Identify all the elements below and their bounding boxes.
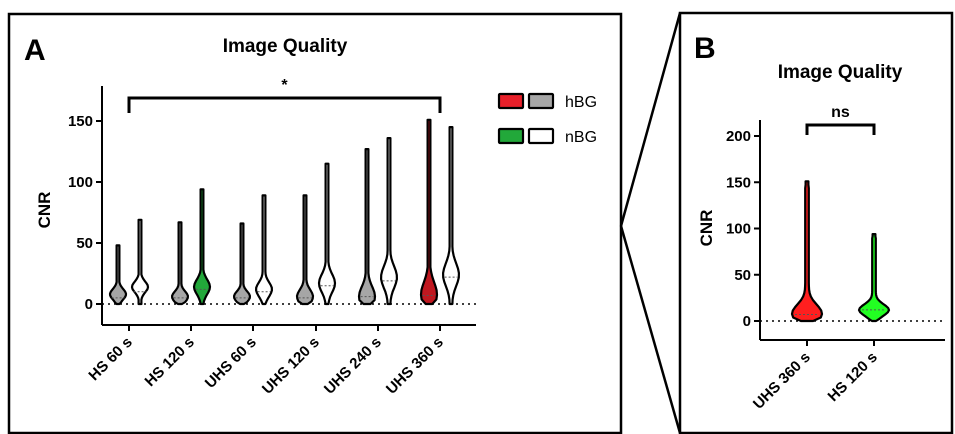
panel-b-plot: 0 50 100 150 200 UHS 360 s HS 120 s ns — [726, 104, 945, 413]
x-tick-label-hs-120-s: HS 120 s — [825, 349, 881, 405]
violin-nbg-hs-120-s — [192, 188, 212, 306]
significance-bracket — [127, 96, 442, 113]
legend-swatch-hbg-2 — [527, 92, 555, 110]
x-tick-label-uhs-120-s: UHS 120 s — [259, 334, 323, 398]
x-tick-label-uhs-240-s: UHS 240 s — [321, 334, 385, 398]
zoom-connector-top — [619, 12, 682, 227]
x-tick-label-hs-120-s: HS 120 s — [142, 334, 198, 390]
panel-b-frame — [678, 11, 954, 434]
panel-a-y-axis-label: CNR — [35, 192, 54, 229]
violin-hbg-hs-120-s — [171, 221, 189, 306]
y-tick-label: 0 — [85, 296, 93, 313]
violin-nbg-uhs-240-s — [380, 137, 398, 306]
y-tick-label: 150 — [726, 174, 751, 191]
legend-label-nbg: nBG — [565, 129, 597, 146]
panel-a-plot: 0 50 100 150 HS 60 s HS 120 s UHS 60 s UHS 120 … — [68, 77, 476, 398]
y-tick-label: 100 — [726, 221, 751, 238]
significance-label: ns — [831, 104, 850, 121]
panel-a-title: Image Quality — [223, 36, 348, 57]
violin-hbg-uhs-60-s — [233, 222, 251, 306]
legend-swatch-hbg-1 — [497, 92, 525, 110]
zoom-connector-bottom — [619, 225, 682, 434]
significance-label: * — [281, 77, 288, 94]
panel-b-y-axis-label: CNR — [697, 210, 716, 247]
y-tick-label: 50 — [76, 235, 93, 252]
y-tick-label: 200 — [726, 128, 751, 145]
legend-swatch-nbg-2 — [527, 127, 555, 145]
x-tick-label-uhs-360-s: UHS 360 s — [750, 349, 814, 413]
violin-nbg-hs-60-s — [130, 218, 150, 306]
violin-hbg-uhs-120-s — [295, 194, 315, 306]
x-tick-label-hs-60-s: HS 60 s — [85, 334, 135, 384]
violin-nbg-uhs-120-s — [317, 162, 337, 306]
legend-swatch-nbg-1 — [497, 127, 525, 145]
y-tick-label: 100 — [68, 174, 93, 191]
significance-bracket — [805, 123, 876, 135]
violin-series-hs-120-s — [857, 233, 891, 323]
violin-nbg-uhs-60-s — [255, 194, 273, 306]
violin-hbg-uhs-240-s — [357, 148, 377, 306]
panel-b-title: Image Quality — [778, 62, 903, 83]
y-tick-label: 50 — [734, 267, 751, 284]
panel-a-label: A — [24, 34, 46, 67]
y-tick-label: 150 — [68, 113, 93, 130]
violin-nbg-uhs-360-s — [442, 126, 460, 306]
y-tick-label: 0 — [743, 313, 751, 330]
violin-series-uhs-360-s — [790, 180, 824, 323]
violin-hbg-uhs-360-s — [419, 118, 439, 306]
legend: hBG nBG — [497, 92, 597, 146]
x-tick-label-uhs-360-s: UHS 360 s — [383, 334, 447, 398]
legend-label-hbg: hBG — [565, 94, 597, 111]
panel-b-label: B — [694, 32, 716, 65]
x-tick-label-uhs-60-s: UHS 60 s — [202, 334, 260, 392]
violin-hbg-hs-60-s — [108, 244, 128, 306]
